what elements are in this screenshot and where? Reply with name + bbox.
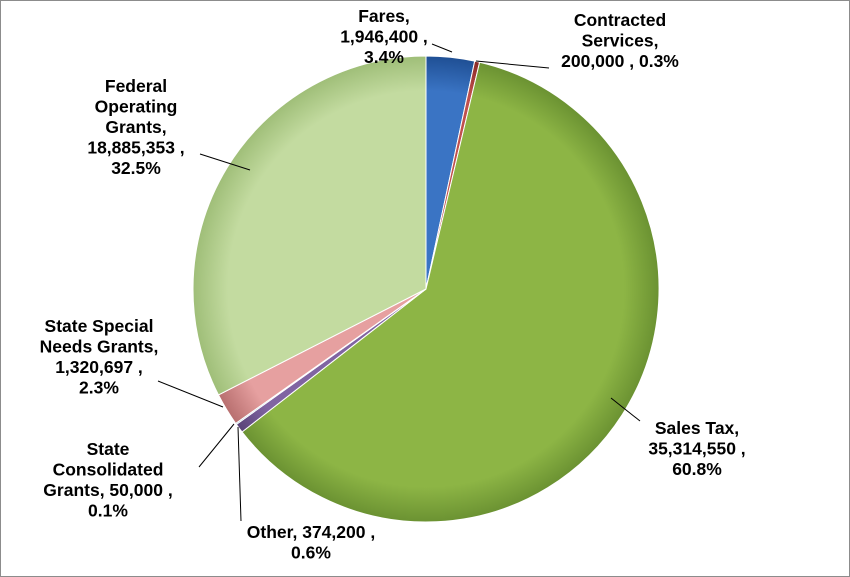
data-label-line: 0.6% <box>291 543 331 563</box>
data-label-sales-tax: Sales Tax, 35,314,550 , 60.8% <box>648 418 745 479</box>
data-label-line: Fares, <box>358 6 410 26</box>
data-label-line: 60.8% <box>672 459 722 479</box>
leader-line-other <box>237 426 242 522</box>
leader-line-federal-operating-grants <box>199 153 251 171</box>
data-label-line: 1,946,400 , <box>340 27 428 47</box>
data-label-line: 32.5% <box>111 158 161 178</box>
pie-slice-federal-operating-grants <box>192 55 427 396</box>
data-label-line: Contracted <box>574 10 666 30</box>
data-label-line: Services, <box>582 31 659 51</box>
data-label-line: Operating <box>95 97 178 117</box>
data-label-line: 18,885,353 , <box>87 138 184 158</box>
leader-line-contracted-services <box>475 60 550 69</box>
data-label-line: Grants, 50,000 , <box>43 480 172 500</box>
data-label-contracted-services: Contracted Services, 200,000 , 0.3% <box>561 10 679 71</box>
leader-line-sales-tax <box>610 397 641 422</box>
data-label-line: Grants, <box>105 117 166 137</box>
data-label-line: 35,314,550 , <box>648 439 745 459</box>
data-label-other: Other, 374,200 , 0.6% <box>247 522 375 563</box>
data-label-line: 1,320,697 , <box>55 357 143 377</box>
leader-line-fares <box>431 43 453 53</box>
data-label-line: Sales Tax, <box>655 418 739 438</box>
data-label-state-special-needs-grants: State Special Needs Grants, 1,320,697 , 2.3… <box>40 316 159 398</box>
data-label-line: 0.1% <box>88 501 128 521</box>
leader-line-state-special-needs-grants <box>157 380 224 408</box>
data-label-fares: Fares, 1,946,400 , 3.4% <box>340 6 428 67</box>
pie-slice-sales-tax <box>241 61 660 523</box>
data-label-line: Federal <box>105 76 167 96</box>
data-label-line: 3.4% <box>364 47 404 67</box>
data-label-line: State <box>87 439 130 459</box>
data-label-line: Needs Grants, <box>40 337 159 357</box>
data-label-line: 2.3% <box>79 378 119 398</box>
data-label-line: Consolidated <box>53 460 164 480</box>
data-label-line: 200,000 , 0.3% <box>561 51 679 71</box>
data-label-line: State Special <box>45 316 154 336</box>
data-label-line: Other, 374,200 , <box>247 522 375 542</box>
leader-line-state-consolidated-grants <box>198 423 235 468</box>
data-label-federal-operating-grants: Federal Operating Grants, 18,885,353 , 32.5% <box>87 76 184 178</box>
data-label-state-consolidated-grants: State Consolidated Grants, 50,000 , 0.1% <box>43 439 172 521</box>
